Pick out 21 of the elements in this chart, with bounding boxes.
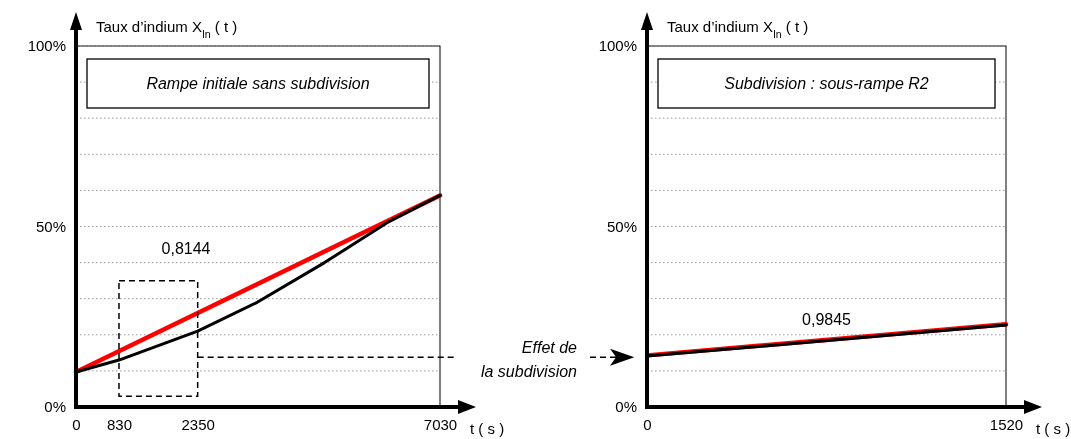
y-tick-label: 0% xyxy=(44,398,66,416)
x-tick-label: 1520 xyxy=(989,415,1024,433)
text: Effet de la subdivision xyxy=(480,339,578,381)
text: Rampe initiale sans subdivision xyxy=(146,75,370,92)
x-tick-label: 0 xyxy=(72,415,81,433)
x-axis-title: t ( s ) xyxy=(470,420,505,437)
x-tick-label: 2350 xyxy=(181,415,215,433)
y-tick-label: 100% xyxy=(27,37,66,55)
y-tick-label: 50% xyxy=(606,217,637,235)
x-tick-label: 0 xyxy=(643,415,652,433)
annotation: 0,9845 xyxy=(802,311,852,328)
y-tick-label: 0% xyxy=(615,398,637,416)
x-axis-title: t ( s ) xyxy=(1036,420,1071,437)
y-tick-label: 100% xyxy=(598,37,637,55)
text: Subdivision : sous-rampe R2 xyxy=(724,75,929,92)
y-axis-title: Taux d’indium X$_{In}$ ( t ) xyxy=(96,18,238,40)
x-tick-label: 7030 xyxy=(423,415,458,433)
y-axis-title: Taux d’indium X$_{In}$ ( t ) xyxy=(667,18,809,40)
x-tick-label: 830 xyxy=(106,415,132,433)
annotation: 0,8144 xyxy=(161,240,211,257)
y-tick-label: 50% xyxy=(35,217,66,235)
